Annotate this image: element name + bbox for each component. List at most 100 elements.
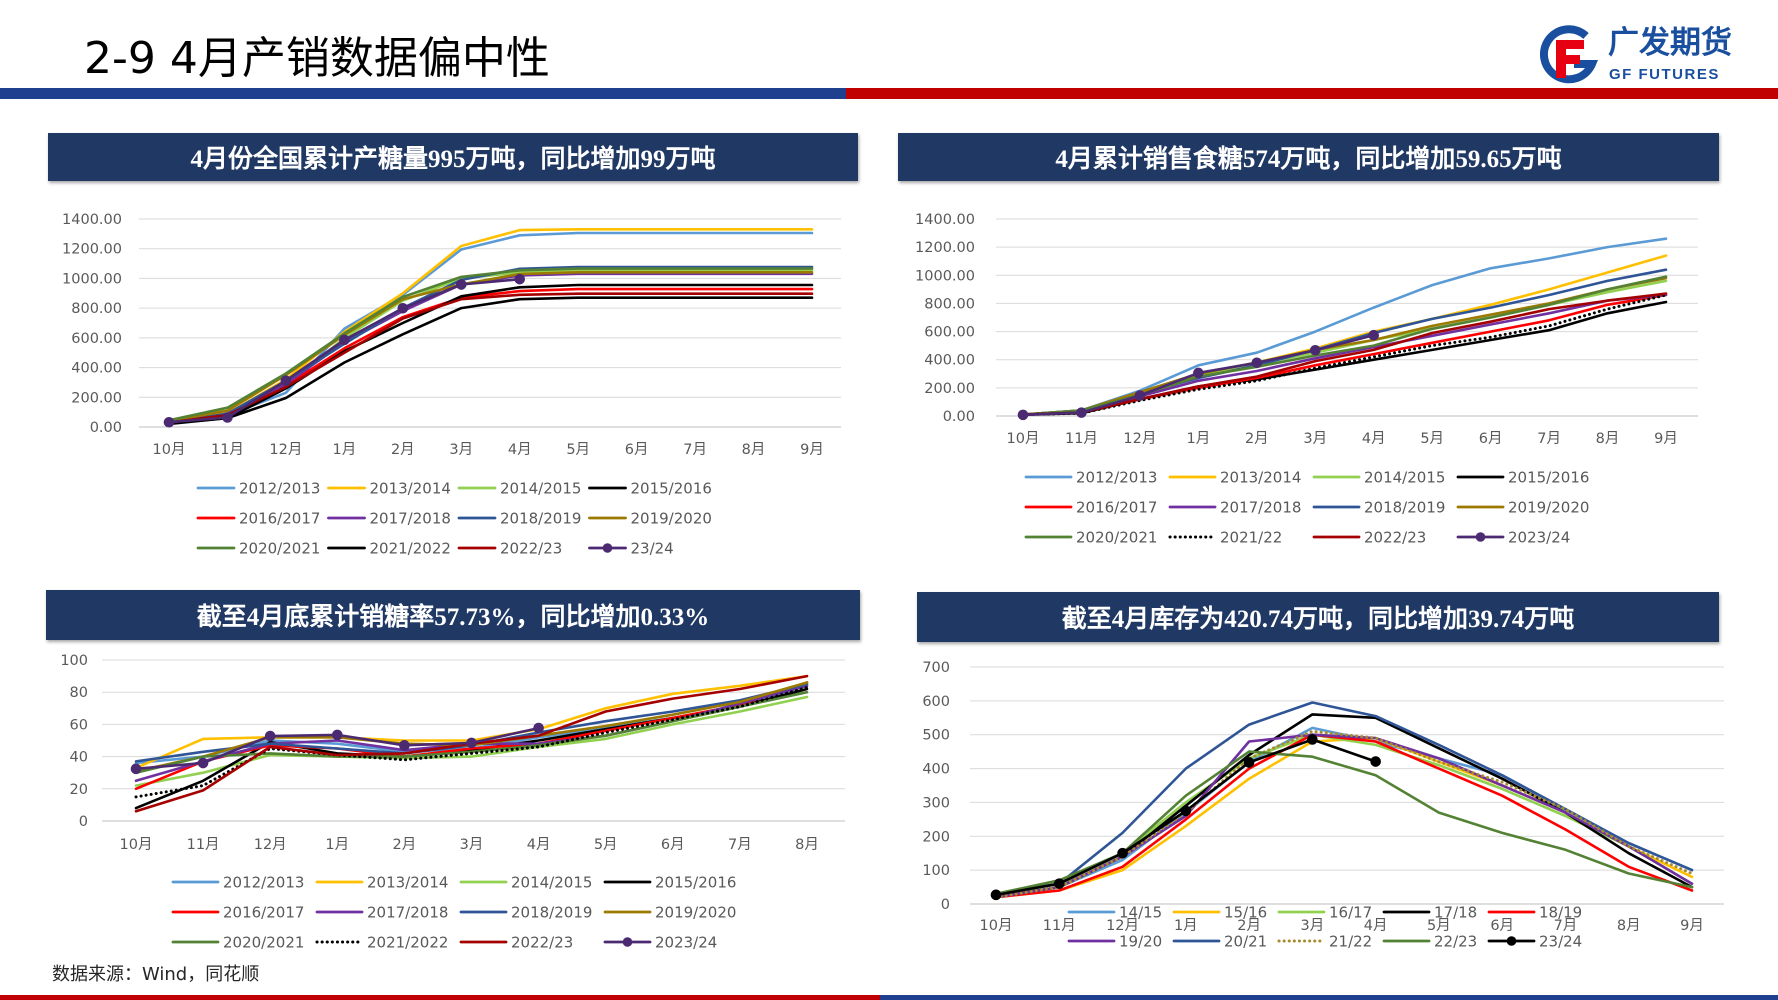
page-title: 2-9 4月产销数据偏中性 [84, 33, 550, 84]
y-tick-label: 1000.00 [915, 268, 975, 284]
legend-item: 2015/2016 [588, 480, 712, 498]
data-point-2023-24 [466, 737, 477, 749]
y-tick-label: 100 [60, 653, 88, 669]
y-tick-label: 1200.00 [62, 242, 122, 258]
x-axis: 10月 11月 12月 1月 2月 3月 4月 5月 6月 7月 8月 9月 [153, 442, 824, 458]
legend-item: 23/24 [1487, 933, 1582, 951]
legend-item: 2022/23 [1312, 529, 1426, 547]
legend-item: 2023/24 [1456, 529, 1570, 547]
legend-label: 2012/2013 [1076, 469, 1157, 487]
series-group [990, 701, 1694, 901]
legend-label: 2019/2020 [1508, 499, 1589, 517]
x-tick-label: 4月 [1362, 431, 1386, 447]
x-tick-label: 2月 [1245, 431, 1269, 447]
x-axis: 10月 11月 12月 1月 2月 3月 4月 5月 6月 7月 8月 9月 [980, 918, 1704, 934]
data-point-2023-24 [264, 730, 276, 742]
series-line-2019-2020 [167, 271, 814, 423]
x-tick-label: 12月 [1106, 918, 1139, 934]
data-point-2023-24 [1017, 409, 1029, 421]
legend-item: 2014/2015 [459, 874, 592, 892]
legend-marker [1475, 532, 1486, 542]
x-tick-label: 1月 [1174, 918, 1198, 934]
series-line-2020-2021 [167, 267, 814, 422]
x-tick-label: 1月 [325, 837, 349, 853]
legend-label: 19/20 [1119, 933, 1162, 951]
series-line-21-22 [994, 729, 1694, 899]
legend-label: 2017/2018 [367, 904, 448, 922]
legend-label: 2022/23 [500, 540, 562, 558]
y-tick-label: 40 [70, 750, 88, 766]
y-tick-label: 1400.00 [915, 212, 975, 228]
data-point-23-24 [397, 302, 409, 314]
legend-label: 2018/2019 [1364, 499, 1445, 517]
y-tick-label: 0 [941, 897, 950, 913]
legend-label: 2017/2018 [1220, 499, 1301, 517]
legend-item: 2021/2022 [315, 934, 448, 952]
legend-label: 17/18 [1434, 904, 1477, 922]
x-tick-label: 8月 [742, 442, 766, 458]
legend-label: 2012/2013 [239, 480, 320, 498]
chart-title-production: 4月份全国累计产糖量995万吨，同比增加99万吨 [48, 133, 858, 181]
series-line-2015-2016 [167, 296, 814, 426]
legend-item: 2018/2019 [457, 510, 581, 528]
legend-label: 2014/2015 [511, 874, 592, 892]
legend: 2012/2013 2013/2014 2014/2015 2015/2016 2016… [171, 874, 736, 952]
legend-label: 23/24 [631, 540, 674, 558]
footer-bar-blue [880, 995, 1778, 1000]
x-tick-label: 5月 [594, 837, 618, 853]
y-tick-label: 400.00 [924, 353, 975, 369]
legend-label: 2023/24 [655, 934, 717, 952]
legend-item: 2019/2020 [1456, 499, 1589, 517]
legend-item: 2015/2016 [603, 874, 736, 892]
legend-label: 2014/2015 [500, 480, 581, 498]
data-point-23-24 [1180, 805, 1192, 817]
legend-label: 22/23 [1434, 933, 1477, 951]
data-point-2023-24 [1368, 329, 1380, 341]
legend-item: 2023/24 [603, 934, 717, 952]
y-tick-label: 400 [922, 762, 950, 778]
y-axis: 0.00 200.00 400.00 600.00 800.00 1000.00 1200.… [915, 212, 1698, 425]
legend-item: 2013/2014 [315, 874, 448, 892]
y-tick-label: 200 [922, 829, 950, 845]
y-tick-label: 500 [922, 728, 950, 744]
series-line-2013-2014 [1021, 254, 1668, 416]
x-tick-label: 6月 [1479, 431, 1503, 447]
x-tick-label: 2月 [391, 442, 415, 458]
series-line-14-15 [994, 726, 1694, 899]
data-point-2023-24 [399, 740, 410, 751]
data-point-23-24 [222, 412, 233, 423]
legend-label: 2013/2014 [1220, 469, 1301, 487]
legend-item: 2016/2017 [1024, 499, 1157, 517]
legend-label: 2023/24 [1508, 529, 1570, 547]
chart-inventory: 0 100 200 300 400 500 600 700 10月 11月 12月 1月 2月 3月 4月 5… [922, 660, 1724, 951]
x-tick-label: 5月 [1420, 431, 1444, 447]
y-tick-label: 200.00 [924, 381, 975, 397]
x-axis: 10月 11月 12月 1月 2月 3月 4月 5月 6月 7月 8月 9月 [1007, 431, 1678, 447]
series-line-2016-2017 [167, 287, 814, 424]
y-tick-label: 600 [922, 694, 950, 710]
x-tick-label: 11月 [1043, 918, 1076, 934]
y-tick-label: 100 [922, 863, 950, 879]
legend-label: 2016/2017 [1076, 499, 1157, 517]
legend-label: 16/17 [1329, 904, 1372, 922]
footer-bar-red [0, 995, 880, 1000]
x-tick-label: 10月 [1007, 431, 1040, 447]
x-tick-label: 1月 [1186, 431, 1210, 447]
legend-label: 2013/2014 [370, 480, 451, 498]
legend-item: 15/16 [1172, 904, 1267, 922]
data-point-2023-24 [1251, 357, 1263, 369]
x-tick-label: 1月 [332, 442, 356, 458]
legend-label: 2015/2016 [1508, 469, 1589, 487]
chart-production: 0.00 200.00 400.00 600.00 800.00 1000.00 1200.… [62, 212, 841, 558]
gf-logo-icon [1539, 25, 1598, 84]
series-line-2014-2015 [1021, 279, 1668, 416]
legend-item: 2020/2021 [196, 540, 320, 558]
x-tick-label: 11月 [1065, 431, 1098, 447]
data-point-23-24 [455, 279, 467, 290]
y-tick-label: 400.00 [71, 361, 122, 377]
header-bar-blue [0, 88, 846, 99]
company-logo: 广发期货 GF FUTURES [1536, 24, 1758, 86]
legend-item: 2014/2015 [1312, 469, 1445, 487]
y-tick-label: 600.00 [924, 325, 975, 341]
y-axis: 0.00 200.00 400.00 600.00 800.00 1000.00 1200.… [62, 212, 841, 436]
